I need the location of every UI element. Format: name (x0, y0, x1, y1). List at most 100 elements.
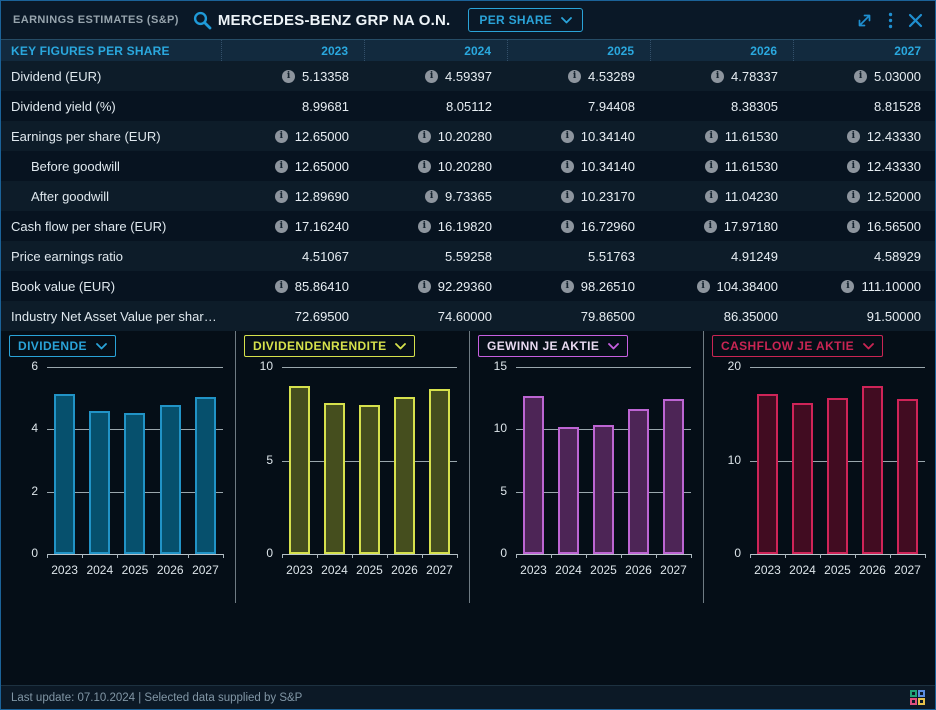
info-icon[interactable]: i (425, 189, 438, 203)
search-icon[interactable] (193, 11, 212, 30)
info-icon[interactable]: i (846, 129, 860, 143)
value-cell-2025: 7.94408 (508, 99, 651, 114)
bar-group (47, 367, 223, 554)
x-tick-label: 2025 (590, 563, 617, 577)
info-icon[interactable]: i (417, 159, 431, 173)
cell-value: 79.86500 (580, 308, 635, 324)
kebab-menu-icon[interactable] (888, 12, 893, 29)
info-icon[interactable]: i (703, 219, 717, 233)
table-header-year-2025: 2025 (508, 40, 651, 61)
bar-2025 (827, 397, 848, 554)
axis-tick (516, 554, 517, 558)
x-axis-labels: 2023 2024 2025 2026 2027 (750, 563, 925, 577)
info-icon[interactable]: i (841, 279, 855, 293)
info-icon[interactable]: i (417, 279, 431, 293)
info-icon[interactable]: i (417, 219, 431, 233)
chart-metric-dropdown[interactable]: DIVIDENDE (9, 335, 116, 357)
x-tick-label: 2024 (789, 563, 816, 577)
value-cell-2024: 5.59258 (365, 249, 508, 264)
x-tick-label: 2026 (391, 563, 418, 577)
cell-value: 111.10000 (861, 278, 921, 294)
axis-tick (785, 554, 786, 558)
close-icon[interactable] (908, 13, 923, 28)
info-icon[interactable]: i (274, 279, 288, 293)
info-icon[interactable]: i (854, 69, 867, 83)
info-icon[interactable]: i (711, 69, 724, 83)
chart-metric-dropdown[interactable]: CASHFLOW JE AKTIE (712, 335, 884, 357)
gridline-0 (282, 554, 457, 555)
table-row: Earnings per share (EUR) i 12.65000 i 10.202… (1, 121, 935, 151)
cell-value: 5.13358 (302, 68, 349, 84)
value-cell-2025: 5.51763 (508, 249, 651, 264)
value-cell-2023: i 85.86410 (222, 279, 365, 294)
axis-tick (621, 554, 622, 558)
info-icon[interactable]: i (274, 219, 288, 233)
bar-group (282, 367, 457, 554)
axis-tick (187, 554, 189, 558)
info-icon[interactable]: i (704, 129, 718, 143)
x-tick-label: 2024 (86, 563, 114, 577)
x-tick-label: 2026 (859, 563, 886, 577)
x-tick-label: 2025 (824, 563, 851, 577)
axis-tick (457, 554, 458, 558)
info-icon[interactable]: i (560, 129, 574, 143)
info-icon[interactable]: i (282, 69, 295, 83)
value-cell-2025: i 98.26510 (508, 279, 651, 294)
info-icon[interactable]: i (560, 159, 574, 173)
axis-tick (82, 554, 84, 558)
axis-tick (890, 554, 891, 558)
color-link-icon[interactable] (910, 690, 925, 705)
value-cell-2027: i 5.03000 (794, 68, 935, 84)
row-label: Earnings per share (EUR) (11, 128, 161, 144)
info-icon[interactable]: i (704, 159, 718, 173)
view-selector-dropdown[interactable]: PER SHARE (468, 8, 584, 32)
info-icon[interactable]: i (274, 159, 288, 173)
info-icon[interactable]: i (560, 279, 574, 293)
info-icon[interactable]: i (704, 189, 718, 203)
value-cell-2026: i 11.61530 (651, 159, 794, 174)
table-header-year-2024: 2024 (365, 40, 508, 61)
value-cell-2023: i 17.16240 (222, 219, 365, 234)
cell-value: 17.97180 (723, 218, 778, 234)
bar-2026 (394, 397, 415, 554)
cell-value: 5.03000 (874, 68, 921, 84)
info-icon[interactable]: i (696, 279, 710, 293)
cell-value: 16.19820 (437, 218, 492, 234)
expand-icon[interactable] (856, 12, 873, 29)
info-icon[interactable]: i (560, 189, 574, 203)
info-icon[interactable]: i (846, 189, 860, 203)
value-cell-2026: i 11.61530 (651, 129, 794, 144)
cell-value: 8.38305 (731, 98, 778, 114)
info-icon[interactable]: i (568, 69, 581, 83)
gridline-20 (750, 367, 925, 368)
chart-panel-dividende: DIVIDENDE 0 2 4 6 2023 2024 2025 2026 2027 (1, 331, 235, 603)
cell-value: 11.61530 (724, 128, 778, 144)
value-cell-2026: i 11.04230 (651, 189, 794, 204)
cell-value: 12.43330 (866, 128, 921, 144)
info-icon[interactable]: i (425, 69, 438, 83)
info-icon[interactable]: i (417, 129, 431, 143)
gridline-6 (47, 367, 223, 368)
chart-metric-dropdown[interactable]: GEWINN JE AKTIE (478, 335, 629, 357)
cell-value: 10.34140 (580, 158, 635, 174)
view-selector-label: PER SHARE (479, 13, 553, 27)
instrument-name: MERCEDES-BENZ GRP NA O.N. (217, 11, 451, 29)
value-cell-2023: 72.69500 (222, 309, 365, 324)
axis-tick (656, 554, 657, 558)
value-cell-2023: i 5.13358 (222, 69, 365, 84)
value-cell-2026: 8.38305 (651, 99, 794, 114)
info-icon[interactable]: i (274, 189, 288, 203)
info-icon[interactable]: i (274, 129, 288, 143)
axis-tick (387, 554, 388, 558)
info-icon[interactable]: i (560, 219, 574, 233)
chart-metric-dropdown[interactable]: DIVIDENDENRENDITE (244, 335, 416, 357)
cell-value: 98.26510 (580, 278, 635, 294)
info-icon[interactable]: i (846, 219, 860, 233)
cell-value: 74.60000 (437, 308, 492, 324)
info-icon[interactable]: i (846, 159, 860, 173)
value-cell-2024: i 10.20280 (365, 129, 508, 144)
value-cell-2023: i 12.65000 (222, 159, 365, 174)
table-header-year-2026: 2026 (651, 40, 794, 61)
bar-2027 (429, 389, 450, 554)
axis-tick (750, 554, 751, 558)
